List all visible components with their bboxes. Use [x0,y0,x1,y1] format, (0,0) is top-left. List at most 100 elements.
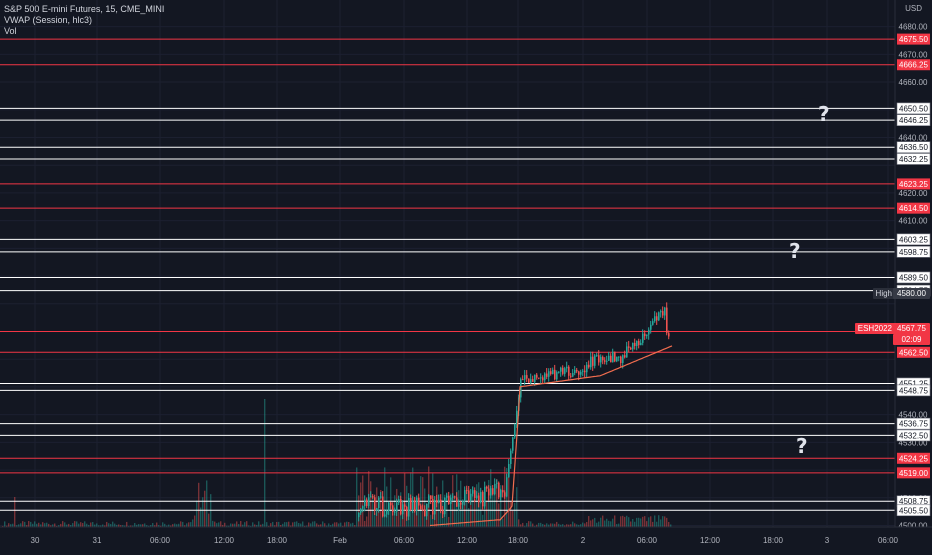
volume-bar [12,523,14,527]
candle-body [666,307,668,334]
candle-body [626,346,628,358]
candle-body [600,356,602,363]
level-price-tag [897,33,930,45]
candle-body [552,369,554,374]
volume-bar [376,487,378,527]
level-price-tag [897,467,930,479]
candle-body [636,341,638,347]
candle-body [492,488,494,495]
volume-bar [642,516,644,527]
vwap-indicator-label[interactable]: VWAP (Session, hlc3) [4,15,93,25]
volume-bar [154,525,156,527]
candle-body [404,504,406,507]
volume-bar [548,524,550,527]
level-price-tag [896,141,931,153]
price-tick-label: 4620.00 [899,189,928,198]
candle-body [382,496,384,517]
candle-body [434,499,436,515]
volume-bar [598,521,600,527]
candle-body [610,355,612,363]
candle-body [562,367,564,374]
candle-body [668,333,670,337]
candle-body [612,351,614,363]
volume-bar [448,516,450,527]
time-tick-label: 12:00 [457,536,478,545]
candle-body [512,437,514,451]
question-annotation[interactable]: ? [796,434,808,458]
volume-bar [124,525,126,527]
volume-bar [516,487,518,527]
volume-bar [344,522,346,527]
volume-bar [670,524,672,527]
volume-bar [44,523,46,527]
candle-body [616,356,618,362]
volume-bar [92,522,94,527]
volume-bar [208,513,210,527]
volume-bar [312,521,314,527]
volume-bar [52,524,54,527]
volume-bar [78,523,80,527]
candle-body [654,316,656,322]
volume-bar [218,522,220,527]
volume-bar [158,525,160,527]
volume-bar [418,509,420,527]
volume-bar [48,523,50,527]
symbol-title[interactable]: S&P 500 E-mini Futures, 15, CME_MINI [4,4,165,14]
candle-body [644,333,646,337]
candle-body [570,375,572,377]
volume-indicator-label[interactable]: Vol [4,26,17,36]
volume-bar [216,523,218,527]
volume-bar [194,515,196,527]
candle-body [418,497,420,506]
candle-body [424,509,426,517]
volume-bar [532,523,534,527]
question-annotation[interactable]: ? [818,102,830,126]
volume-bar [604,520,606,527]
volume-bar [564,525,566,527]
volume-bar [24,521,26,527]
price-tick-label: 4530.00 [899,438,928,447]
question-annotation[interactable]: ? [789,239,801,263]
volume-bar [538,522,540,527]
volume-bar [474,499,476,527]
candle-body [468,490,470,501]
volume-bar [654,515,656,527]
volume-bar [384,467,386,527]
level-price-tag [896,233,931,246]
currency-label[interactable]: USD [905,4,922,13]
volume-bar [592,519,594,527]
volume-bar [416,506,418,527]
volume-bar [488,480,490,527]
candle-body [478,495,480,503]
volume-bar [658,515,660,527]
volume-bar [340,522,342,527]
candle-body [634,342,636,347]
candle-body [358,512,360,518]
candle-body [576,369,578,372]
level-price-label: 4646.25 [899,116,928,125]
volume-bar [644,516,646,527]
volume-bar [370,481,372,527]
candle-body [410,498,412,510]
volume-bar [130,525,132,527]
volume-bar [168,524,170,527]
volume-bar [234,523,236,527]
volume-bar [342,525,344,527]
volume-bar [134,523,136,527]
volume-bar [528,521,530,527]
time-tick-label: 18:00 [267,536,288,545]
time-tick-label: 30 [31,536,40,545]
candle-body [414,500,416,511]
volume-bar [122,525,124,527]
candle-body [558,371,560,373]
volume-bar [294,521,296,527]
volume-bar [668,521,670,527]
volume-bar [28,521,30,527]
candle-body [384,514,386,517]
candle-body [498,482,500,498]
candle-body [444,497,446,515]
volume-bar [88,524,90,527]
volume-bar [302,521,304,527]
